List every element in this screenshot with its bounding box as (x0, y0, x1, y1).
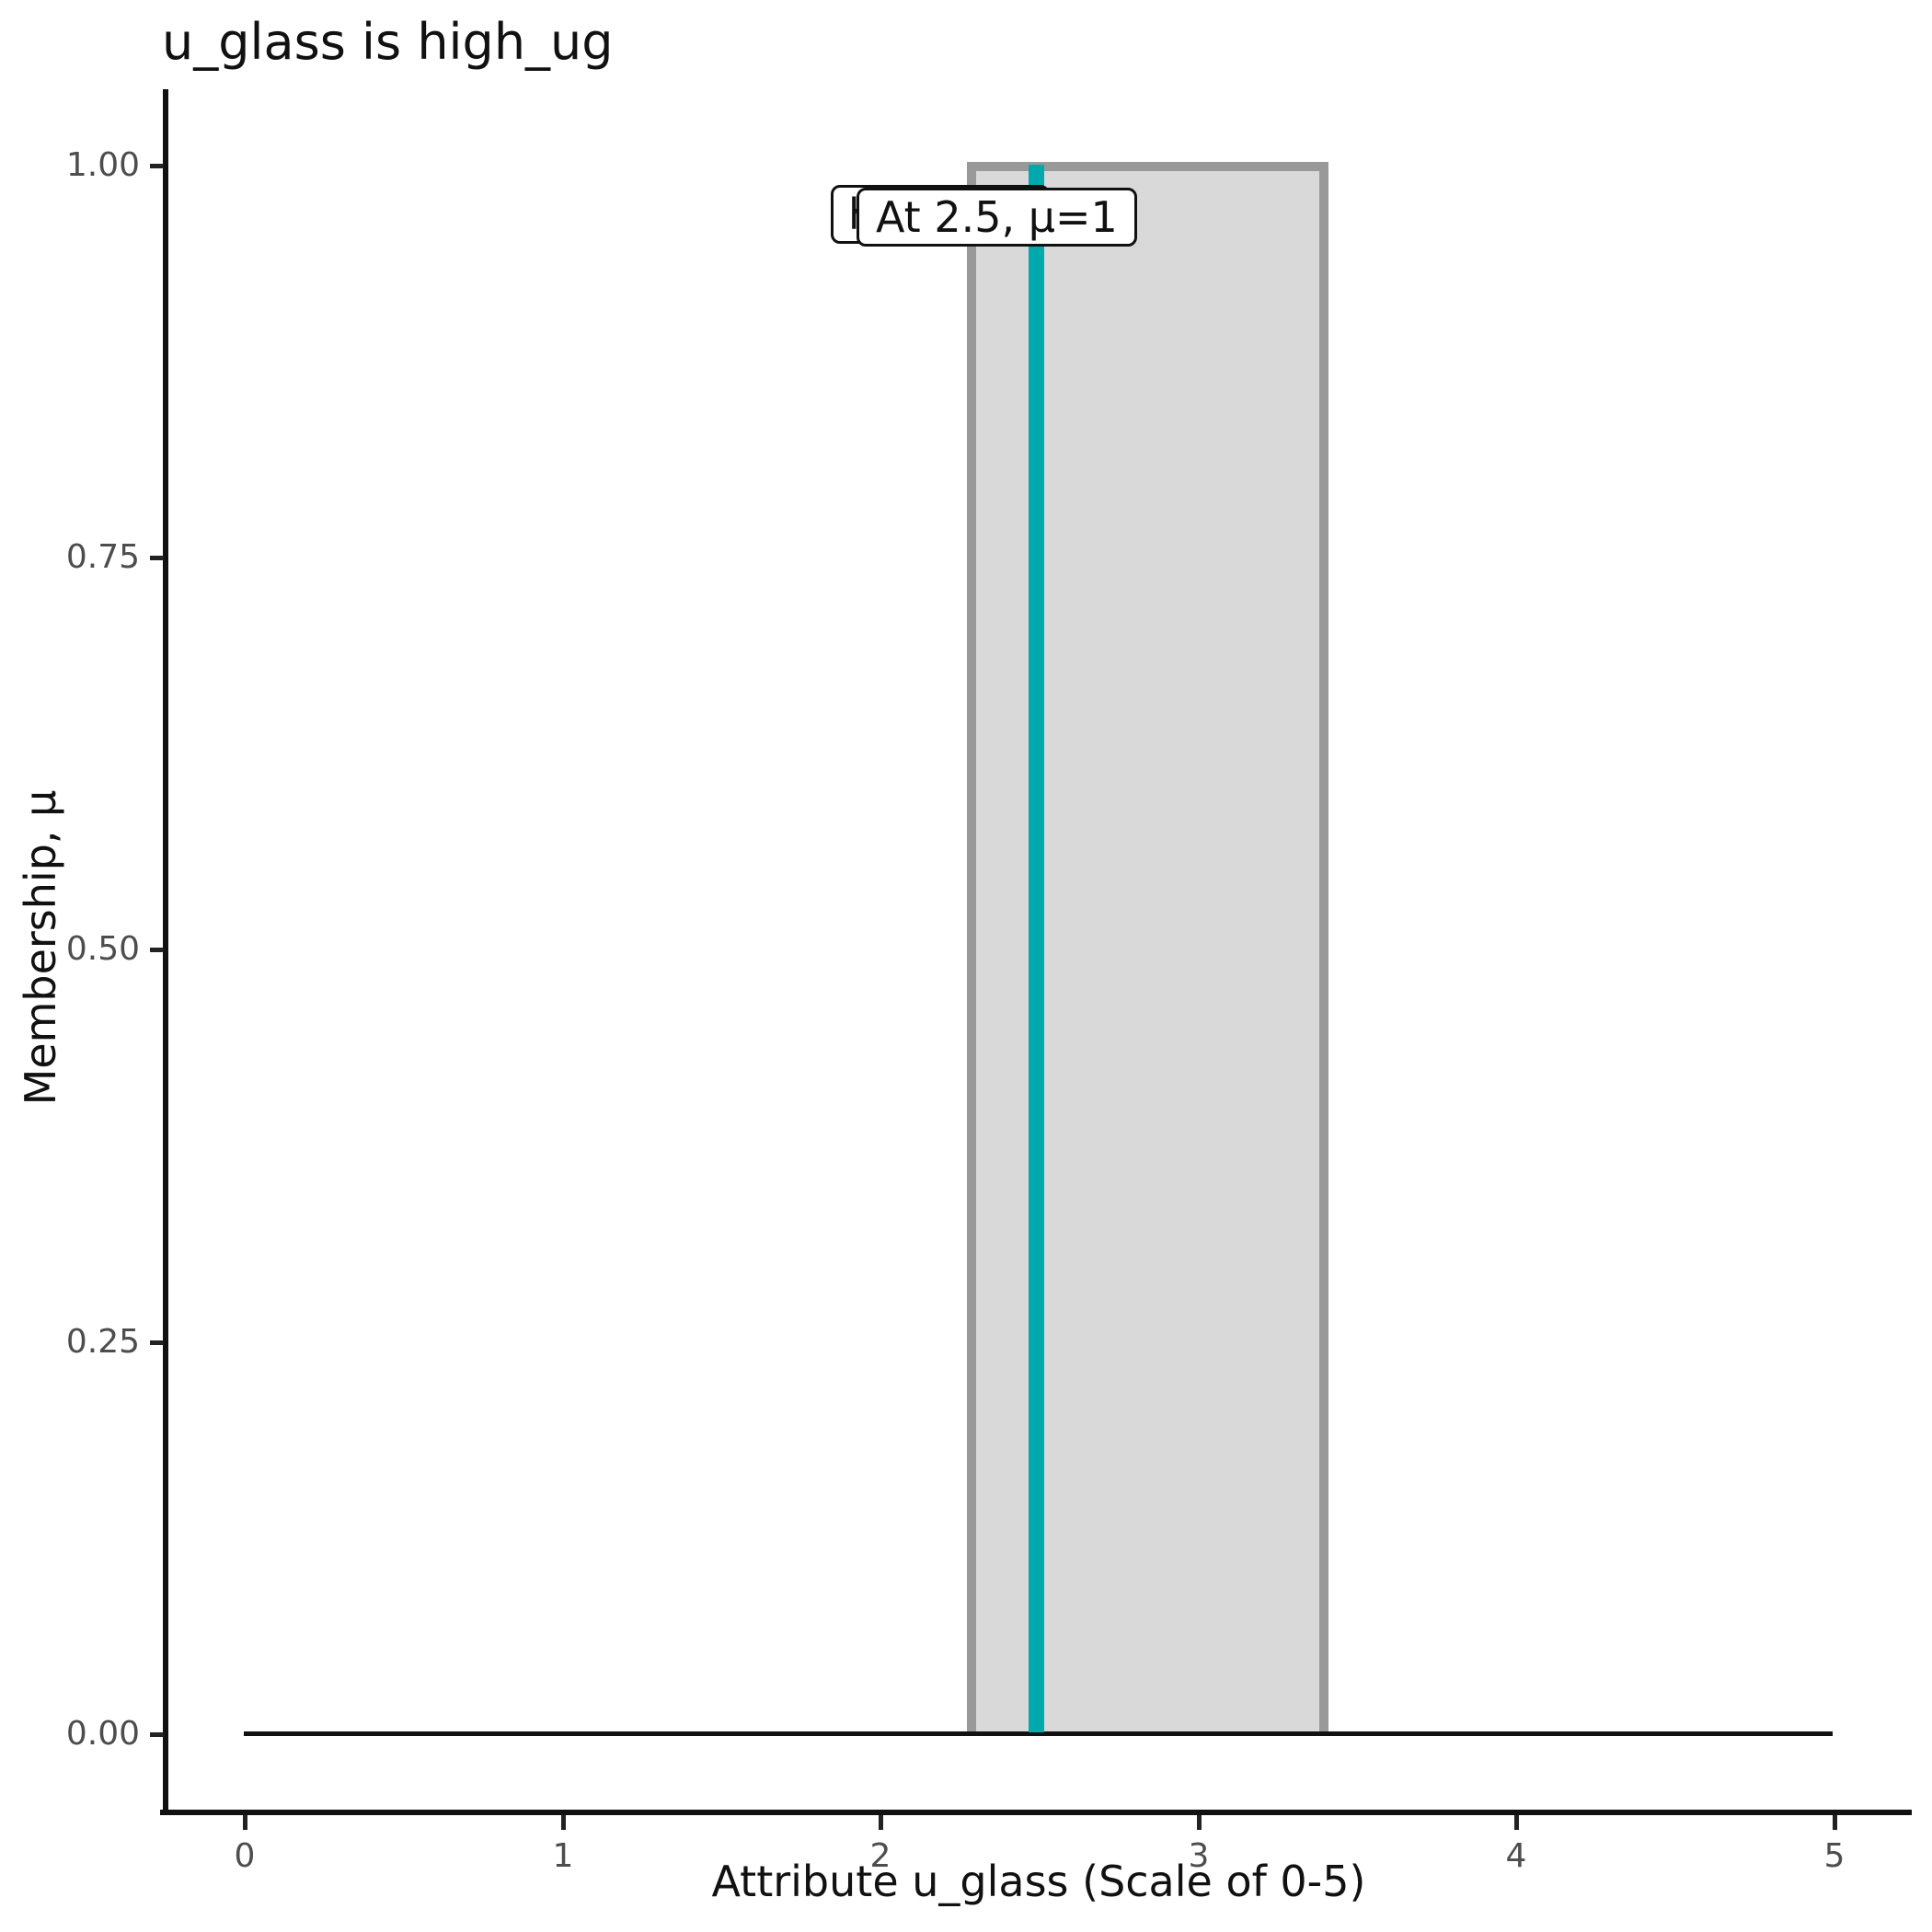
y-tick-label: 0.25 (65, 1323, 140, 1361)
x-tick-label: 4 (1505, 1837, 1527, 1875)
y-axis-title: Membership, μ (16, 789, 65, 1106)
x-tick-label: 1 (552, 1837, 574, 1875)
x-tick-label: 3 (1188, 1837, 1210, 1875)
y-tick-mark (150, 1732, 164, 1737)
evaluation-label: At 2.5, μ=1 (857, 188, 1137, 247)
chart-title: u_glass is high_ug (162, 13, 614, 71)
x-tick-label: 2 (869, 1837, 891, 1875)
membership-function-area (967, 162, 1328, 1733)
x-tick-label: 5 (1823, 1837, 1846, 1875)
y-tick-mark (150, 556, 164, 560)
y-tick-label: 1.00 (65, 146, 140, 184)
x-tick-label: 0 (234, 1837, 256, 1875)
x-axis-title: Attribute u_glass (Scale of 0-5) (711, 1857, 1366, 1906)
membership-baseline (244, 1731, 1833, 1736)
y-tick-label: 0.75 (65, 538, 140, 576)
x-tick-mark (561, 1815, 566, 1830)
x-axis-line (160, 1810, 1912, 1815)
y-tick-mark (150, 948, 164, 952)
x-tick-mark (1514, 1815, 1519, 1830)
y-tick-label: 0.50 (65, 930, 140, 968)
evaluation-marker-line (1029, 165, 1044, 1732)
y-tick-mark (150, 1340, 164, 1345)
y-tick-mark (150, 164, 164, 168)
y-tick-label: 0.00 (65, 1715, 140, 1753)
x-tick-mark (1197, 1815, 1202, 1830)
y-axis-line (163, 89, 168, 1815)
x-tick-mark (1833, 1815, 1837, 1830)
x-tick-mark (879, 1815, 883, 1830)
x-tick-mark (243, 1815, 247, 1830)
